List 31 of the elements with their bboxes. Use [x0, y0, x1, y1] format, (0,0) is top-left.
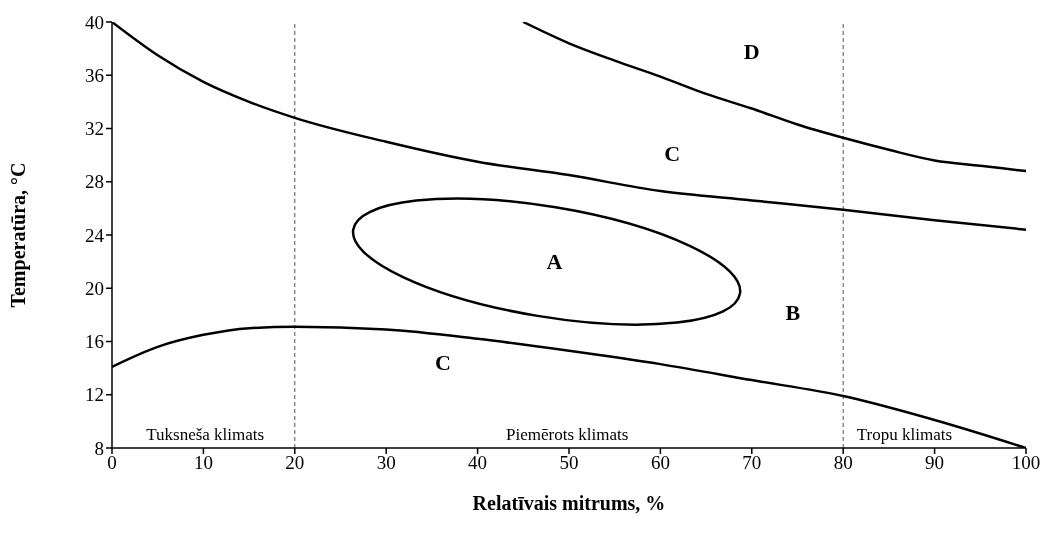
annotation: C: [664, 140, 681, 166]
annotation: B: [785, 300, 801, 326]
x-tick-label: 70: [742, 452, 762, 474]
x-axis-title: Relatīvais mitrums, %: [472, 492, 666, 514]
annotation: Tuksneša klimats: [146, 424, 265, 444]
annotation: C: [434, 349, 451, 375]
x-tick-label: 50: [559, 452, 579, 474]
x-tick-label: 40: [468, 452, 488, 474]
y-tick-label: 32: [85, 118, 104, 140]
x-tick-label: 100: [1011, 452, 1041, 474]
x-tick-label: 60: [650, 452, 670, 474]
y-axis-title: Temperatūra, °C: [7, 162, 31, 308]
annotation: Tropu klimats: [856, 424, 953, 444]
y-tick-label: 36: [85, 65, 104, 86]
x-tick-label: 10: [193, 452, 213, 474]
x-tick-label: 0: [107, 452, 117, 474]
x-tick-label: 90: [925, 452, 945, 474]
y-tick-label: 12: [85, 384, 104, 406]
x-tick-label: 20: [285, 452, 305, 474]
y-tick-label: 40: [85, 11, 104, 33]
x-tick-label: 30: [376, 452, 396, 474]
x-tick-label: 80: [833, 452, 853, 474]
y-tick-label: 8: [94, 437, 104, 459]
y-tick-label: 28: [85, 171, 104, 193]
y-tick-label: 16: [85, 331, 104, 353]
annotation: D: [743, 38, 760, 64]
y-tick-label: 24: [85, 224, 105, 246]
line-series: [522, 22, 1026, 173]
annotation: Piemērots klimats: [506, 424, 629, 444]
annotation: A: [546, 248, 563, 274]
y-tick-label: 20: [85, 277, 104, 299]
